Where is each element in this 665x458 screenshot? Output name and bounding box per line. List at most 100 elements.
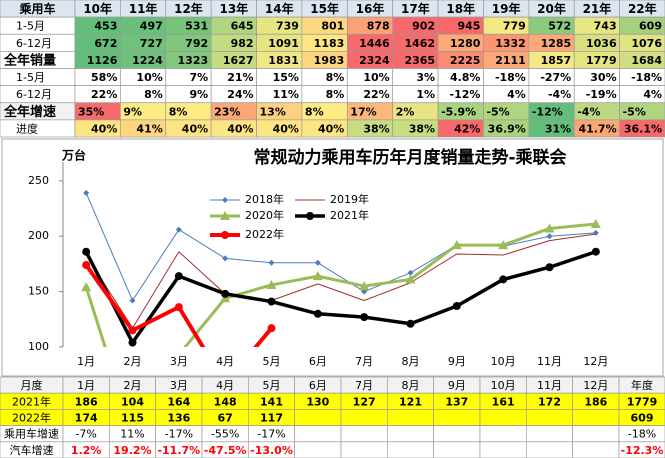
- cell-value: -12%: [450, 88, 481, 101]
- cell-value: 1446: [359, 37, 390, 50]
- cell-value: 2%: [396, 105, 415, 118]
- marker: [220, 211, 230, 220]
- row-label: 全年增速: [3, 104, 56, 120]
- marker: [267, 324, 276, 333]
- cell-value: -18%: [628, 428, 656, 441]
- cell-value: 31%: [545, 122, 571, 135]
- marker: [128, 338, 137, 347]
- legend-label: 2021年: [330, 208, 369, 222]
- marker: [545, 263, 554, 272]
- table-cell: [386, 425, 435, 443]
- cell-value: 9%: [123, 105, 142, 118]
- x-tick-label: 11月: [537, 355, 562, 368]
- table-cell: [479, 441, 527, 458]
- chart-title: 常规动力乘用车历年月度销量走势-乘联会: [253, 147, 566, 168]
- x-tick-label: 3月: [170, 355, 188, 368]
- marker: [82, 247, 91, 256]
- cell-value: 945: [457, 20, 480, 33]
- cell-value: -18%: [631, 71, 662, 84]
- cell-value: 40%: [318, 122, 344, 135]
- cell-value: 779: [503, 20, 526, 33]
- cell-value: 13%: [260, 105, 286, 118]
- cell-value: 1076: [631, 37, 662, 50]
- marker: [406, 319, 415, 328]
- cell-value: 136: [167, 412, 190, 425]
- cell-value: 121: [399, 395, 422, 408]
- y-tick-label: 150: [28, 285, 49, 298]
- x-tick-label: 2月: [124, 355, 142, 368]
- header-text: 10月: [491, 379, 516, 392]
- marker: [268, 259, 275, 266]
- table-cell: [572, 425, 620, 443]
- cell-value: 8%: [169, 105, 188, 118]
- cell-value: 572: [548, 20, 571, 33]
- y-tick-label: 200: [28, 229, 49, 242]
- cell-value: 1831: [268, 54, 299, 67]
- marker: [174, 272, 183, 281]
- cell-value: 22%: [363, 88, 389, 101]
- cell-value: 40%: [273, 122, 299, 135]
- y-tick-label: 100: [28, 340, 49, 353]
- header-text: 乘用车: [18, 1, 55, 16]
- cell-value: -12.3%: [621, 444, 664, 457]
- header-text: 15年: [310, 1, 339, 16]
- cell-value: 41%: [136, 122, 162, 135]
- cell-value: 4.8%: [450, 71, 481, 84]
- cell-value: 1332: [495, 37, 526, 50]
- table-cell: [572, 409, 620, 426]
- cell-value: 672: [94, 37, 117, 50]
- marker: [314, 259, 321, 266]
- cell-value: 1280: [450, 37, 481, 50]
- marker: [266, 279, 277, 289]
- cell-value: 739: [276, 20, 299, 33]
- line: [84, 222, 596, 347]
- header-text: 18年: [446, 1, 475, 16]
- cell-value: 19.2%: [113, 444, 151, 457]
- cell-value: 792: [185, 37, 208, 50]
- cell-value: 1983: [314, 54, 345, 67]
- marker: [221, 289, 230, 298]
- marker: [222, 255, 229, 262]
- table-cell: [340, 425, 388, 443]
- marker: [129, 297, 136, 304]
- cell-value: 7%: [189, 71, 208, 84]
- cell-value: 4%: [507, 88, 526, 101]
- cell-value: 9%: [189, 88, 208, 101]
- cell-value: 1%: [416, 88, 435, 101]
- cell-value: 902: [412, 20, 435, 33]
- marker: [306, 212, 314, 220]
- marker: [312, 271, 323, 281]
- header-text: 14年: [265, 1, 294, 16]
- cell-value: 1857: [541, 54, 572, 67]
- cell-value: 497: [140, 20, 163, 33]
- x-tick-label: 4月: [216, 355, 234, 368]
- header-text: 1月: [77, 379, 95, 392]
- cell-value: 148: [214, 395, 237, 408]
- cell-value: 1224: [132, 54, 163, 67]
- row-label: 乘用车增速: [4, 427, 59, 441]
- table-cell: [479, 409, 527, 426]
- cell-value: 3%: [416, 71, 435, 84]
- header-text: 21年: [583, 1, 612, 16]
- header-text: 6月: [309, 379, 327, 392]
- cell-value: -17%: [165, 428, 193, 441]
- marker: [452, 302, 461, 311]
- cell-value: 104: [121, 395, 144, 408]
- marker: [498, 240, 509, 250]
- header-text: 12月: [583, 379, 608, 392]
- cell-value: -17%: [257, 428, 285, 441]
- header-text: 22年: [628, 1, 657, 16]
- table-cell: [479, 425, 527, 443]
- cell-value: 1126: [87, 54, 118, 67]
- plot-area: [81, 190, 601, 347]
- header-text: 12年: [174, 1, 203, 16]
- marker: [359, 281, 370, 291]
- cell-value: 2225: [450, 54, 481, 67]
- marker: [81, 282, 92, 292]
- marker: [451, 240, 462, 250]
- marker: [82, 261, 91, 270]
- cell-value: 11%: [120, 428, 144, 441]
- cell-value: 609: [639, 20, 662, 33]
- marker: [590, 219, 601, 229]
- cell-value: 878: [367, 20, 390, 33]
